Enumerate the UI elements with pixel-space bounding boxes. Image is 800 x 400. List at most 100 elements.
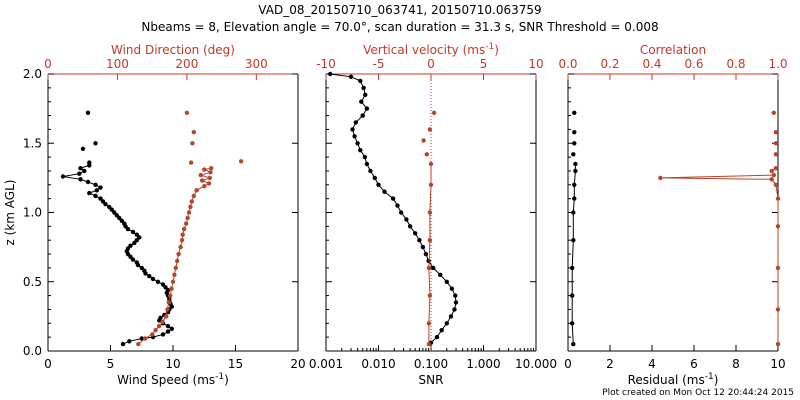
data-point xyxy=(200,178,205,183)
data-point xyxy=(362,154,368,160)
data-point xyxy=(208,170,213,175)
data-point xyxy=(775,341,781,347)
top-tick-label: -10 xyxy=(316,57,336,71)
series-line xyxy=(62,164,173,345)
data-point xyxy=(572,110,577,116)
x-tick-label: 4 xyxy=(648,357,656,371)
y-tick-label: 1.5 xyxy=(23,136,42,150)
data-point xyxy=(773,166,779,171)
data-point xyxy=(417,238,422,243)
data-point xyxy=(773,152,779,157)
data-point xyxy=(359,99,364,104)
data-point xyxy=(572,141,577,146)
top-tick-label: 0.4 xyxy=(642,57,661,71)
data-point xyxy=(170,279,176,284)
top-tick-label: 0.2 xyxy=(600,57,619,71)
data-point xyxy=(209,166,214,171)
top-tick-label: -5 xyxy=(373,57,385,71)
data-point xyxy=(139,336,144,341)
x-tick-label: 8 xyxy=(732,357,740,371)
data-point xyxy=(181,226,187,232)
data-point xyxy=(188,160,194,165)
data-point xyxy=(571,238,576,243)
data-point xyxy=(180,232,185,237)
y-tick-label: 0.5 xyxy=(23,275,42,289)
data-point xyxy=(355,141,360,146)
data-point xyxy=(407,224,413,229)
data-point xyxy=(363,92,368,98)
data-point xyxy=(160,319,165,325)
data-point xyxy=(453,293,458,298)
data-point xyxy=(570,265,575,271)
series-line xyxy=(137,167,212,345)
data-point xyxy=(103,202,108,207)
data-point xyxy=(358,148,363,153)
data-point xyxy=(93,182,98,187)
data-point xyxy=(207,175,212,181)
top-axis-label: Vertical velocity (ms-1) xyxy=(363,42,499,57)
data-point xyxy=(413,231,418,236)
top-tick-label: 10 xyxy=(528,57,543,71)
data-point xyxy=(134,238,139,243)
data-point xyxy=(658,175,663,181)
data-point xyxy=(426,321,432,326)
data-point xyxy=(150,276,156,282)
data-point xyxy=(453,300,459,305)
top-tick-label: 1.0 xyxy=(768,57,787,71)
data-point xyxy=(77,171,82,176)
data-point xyxy=(572,130,577,135)
x-tick-label: 6 xyxy=(690,357,698,371)
y-tick-label: 1.0 xyxy=(23,206,42,220)
data-point xyxy=(125,226,131,232)
data-point xyxy=(350,127,355,132)
data-point xyxy=(358,78,363,84)
series-line xyxy=(428,164,432,345)
data-point xyxy=(570,321,575,326)
data-point xyxy=(771,110,776,116)
y-axis-label: z (km AGL) xyxy=(3,180,17,246)
data-point xyxy=(452,307,457,312)
data-point xyxy=(188,204,193,210)
data-point xyxy=(78,177,83,182)
data-point xyxy=(444,321,449,326)
data-point xyxy=(238,159,244,164)
data-point xyxy=(191,130,196,135)
y-tick-label: 2.0 xyxy=(23,67,42,81)
data-point xyxy=(426,341,432,347)
plot-timestamp: Plot created on Mon Oct 12 20:44:24 2015 xyxy=(602,388,794,398)
data-point xyxy=(376,182,381,187)
top-axis-label: Correlation xyxy=(640,43,706,57)
top-tick-label: 300 xyxy=(245,57,268,71)
data-point xyxy=(352,134,357,139)
data-point xyxy=(119,218,125,223)
data-point xyxy=(771,172,776,178)
data-point xyxy=(448,314,454,319)
data-point xyxy=(186,210,192,215)
top-tick-label: 0.6 xyxy=(684,57,703,71)
data-point xyxy=(130,229,136,235)
data-point xyxy=(166,300,171,305)
x-tick-label: 0.001 xyxy=(309,357,343,371)
data-point xyxy=(572,196,577,201)
data-point xyxy=(178,244,183,250)
series-line xyxy=(660,167,779,345)
data-point xyxy=(423,251,429,257)
data-point xyxy=(134,260,139,265)
data-point xyxy=(372,175,377,181)
data-point xyxy=(122,221,127,226)
data-point xyxy=(194,188,199,193)
top-tick-label: 5 xyxy=(480,57,488,71)
data-point xyxy=(165,287,171,293)
x-tick-label: 5 xyxy=(107,357,115,371)
data-point xyxy=(107,204,112,210)
data-point xyxy=(360,113,365,118)
data-point xyxy=(158,315,163,320)
data-point xyxy=(160,332,166,337)
data-point xyxy=(769,177,774,182)
data-point xyxy=(82,168,87,174)
data-point xyxy=(427,293,433,298)
data-point xyxy=(775,224,781,229)
data-point xyxy=(125,246,131,251)
data-point xyxy=(449,286,455,291)
